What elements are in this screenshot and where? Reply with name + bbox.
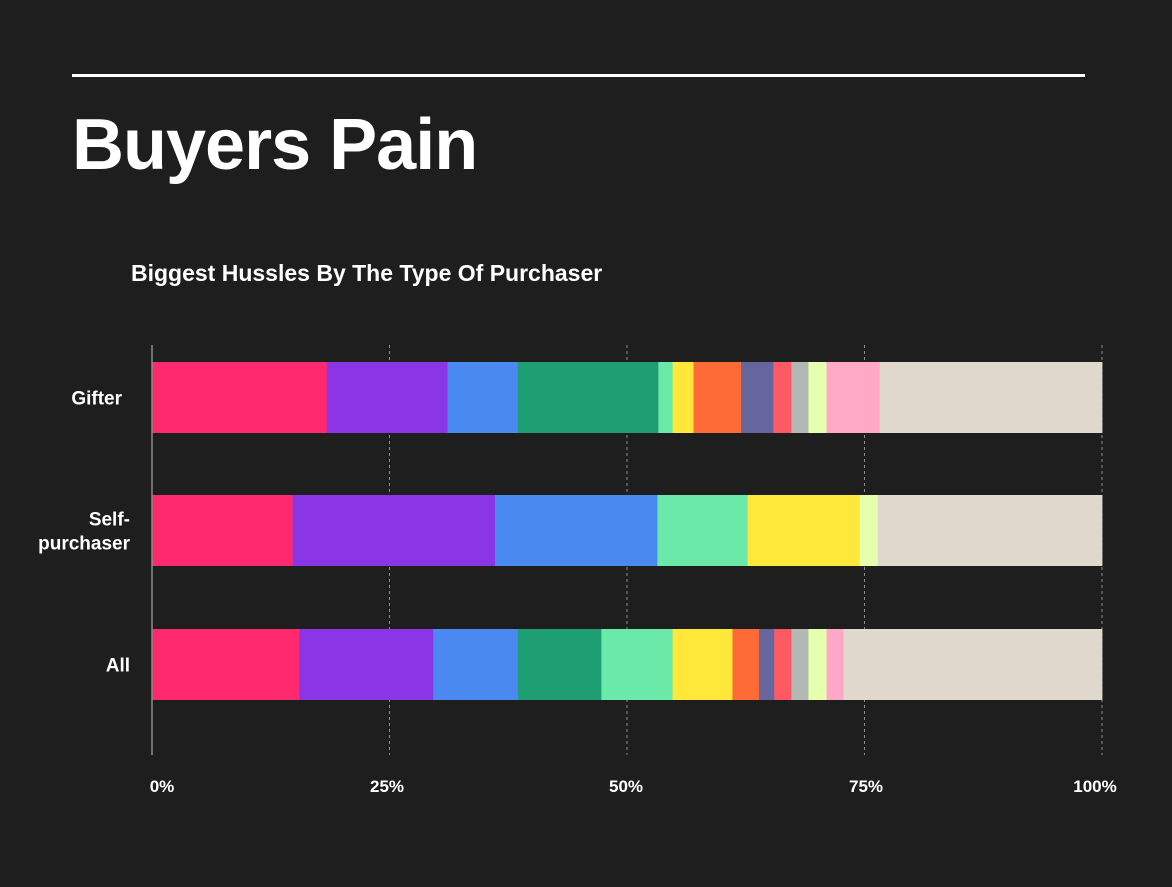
- category-label-row2: Self-purchaser: [38, 510, 130, 555]
- category-label-line: purchaser: [38, 534, 130, 555]
- bar-segment-row3-series6: [672, 629, 733, 700]
- bar-segment-row1-series13: [879, 362, 1103, 433]
- bar-segment-row1-series10: [791, 362, 809, 433]
- page-title: Buyers Pain: [72, 105, 478, 185]
- category-labels: Gifter Self-purchaser All: [38, 389, 130, 677]
- bar-segment-row3-series2: [299, 629, 434, 700]
- category-label-line: Self-: [89, 510, 130, 531]
- bar-segment-row1-series8: [741, 362, 774, 433]
- category-label-line: Gifter: [71, 389, 122, 410]
- bar-segment-row1-series6: [672, 362, 694, 433]
- bar-segment-row3-series7: [732, 629, 760, 700]
- bar-segment-row3-series11: [808, 629, 827, 700]
- bar-segment-row1-series11: [808, 362, 827, 433]
- x-tick-label-tick-25: 25%: [370, 777, 404, 796]
- category-label-row3: All: [106, 656, 130, 677]
- bar-segment-row2-series6: [747, 495, 861, 566]
- bar-segment-row2-series1: [152, 495, 293, 566]
- bar-segment-row2-series11: [859, 495, 879, 566]
- bar-segment-row3-series9: [774, 629, 792, 700]
- bar-segment-row3-series10: [791, 629, 809, 700]
- x-axis-ticks: 0% 25% 50% 75% 100%: [150, 777, 1117, 796]
- bar-segment-row3-series13: [843, 629, 1103, 700]
- bar-segment-row1-series3: [447, 362, 519, 433]
- bar-segment-row1-series1: [152, 362, 328, 433]
- bar-segment-row2-series5: [657, 495, 749, 566]
- category-label-line: All: [106, 656, 130, 677]
- bar-segment-row1-series5: [658, 362, 673, 433]
- bar-segment-row3-series12: [826, 629, 844, 700]
- bar-segment-row1-series9: [773, 362, 792, 433]
- bar-segment-row3-series3: [433, 629, 519, 700]
- bar-segment-row3-series5: [601, 629, 673, 700]
- x-tick-label-tick-0: 0%: [150, 777, 175, 796]
- bar-segment-row1-series2: [326, 362, 448, 433]
- bars: [152, 362, 1103, 700]
- bar-segment-row3-series4: [517, 629, 602, 700]
- bar-segment-row2-series2: [292, 495, 496, 566]
- bar-segment-row3-series8: [759, 629, 775, 700]
- top-divider: [72, 74, 1085, 77]
- bar-segment-row1-series4: [517, 362, 659, 433]
- x-tick-label-tick-75: 75%: [849, 777, 883, 796]
- bar-segment-row1-series7: [693, 362, 742, 433]
- bar-segment-row1-series12: [826, 362, 881, 433]
- bar-segment-row2-series3: [494, 495, 658, 566]
- chart-title: Biggest Hussles By The Type Of Purchaser: [131, 260, 603, 286]
- bar-segment-row2-series13: [877, 495, 1103, 566]
- category-label-row1: Gifter: [71, 389, 122, 410]
- bar-segment-row3-series1: [152, 629, 300, 700]
- x-tick-label-tick-50: 50%: [609, 777, 643, 796]
- x-tick-label-tick-100: 100%: [1073, 777, 1116, 796]
